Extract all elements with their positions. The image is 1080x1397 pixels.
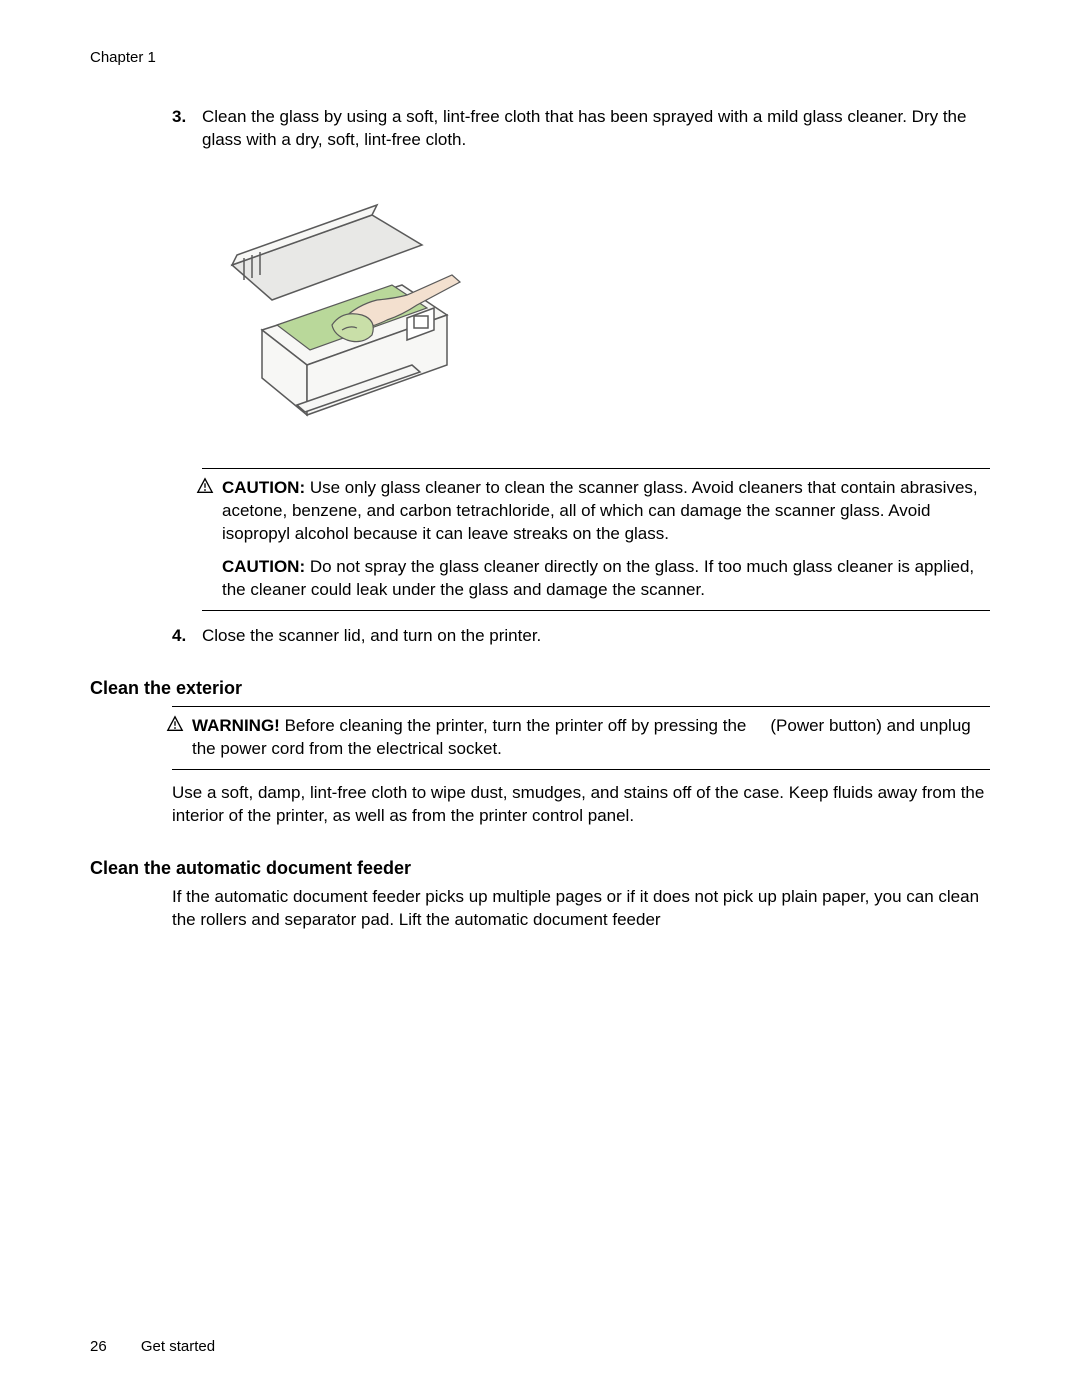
caution-paragraph-2: CAUTION: Do not spray the glass cleaner … [222,556,990,602]
exterior-body-text: Use a soft, damp, lint-free cloth to wip… [172,782,990,828]
heading-clean-exterior: Clean the exterior [90,676,990,700]
step-number: 4. [172,625,202,648]
warning-paragraph: WARNING! Before cleaning the printer, tu… [192,715,990,761]
caution-block: CAUTION: Use only glass cleaner to clean… [202,468,990,611]
page-footer: 26 Get started [90,1337,215,1357]
warning-text-a: Before cleaning the printer, turn the pr… [285,716,747,735]
step-3: 3. Clean the glass by using a soft, lint… [172,106,990,152]
warning-triangle-icon [196,477,214,495]
warning-triangle-icon [166,715,184,733]
printer-cleaning-illustration [202,180,462,440]
footer-section: Get started [141,1338,215,1355]
step-number: 3. [172,106,202,152]
caution-label: CAUTION: [222,557,305,576]
caution-label: CAUTION: [222,478,305,497]
page-number: 26 [90,1338,107,1355]
step-text: Clean the glass by using a soft, lint-fr… [202,106,990,152]
chapter-header: Chapter 1 [90,48,990,68]
heading-clean-adf: Clean the automatic document feeder [90,856,990,880]
warning-block-exterior: WARNING! Before cleaning the printer, tu… [172,706,990,770]
step-text: Close the scanner lid, and turn on the p… [202,625,990,648]
caution-paragraph-1: CAUTION: Use only glass cleaner to clean… [222,477,990,546]
warning-label: WARNING! [192,716,280,735]
step-4: 4. Close the scanner lid, and turn on th… [172,625,990,648]
adf-body-text: If the automatic document feeder picks u… [172,886,990,932]
